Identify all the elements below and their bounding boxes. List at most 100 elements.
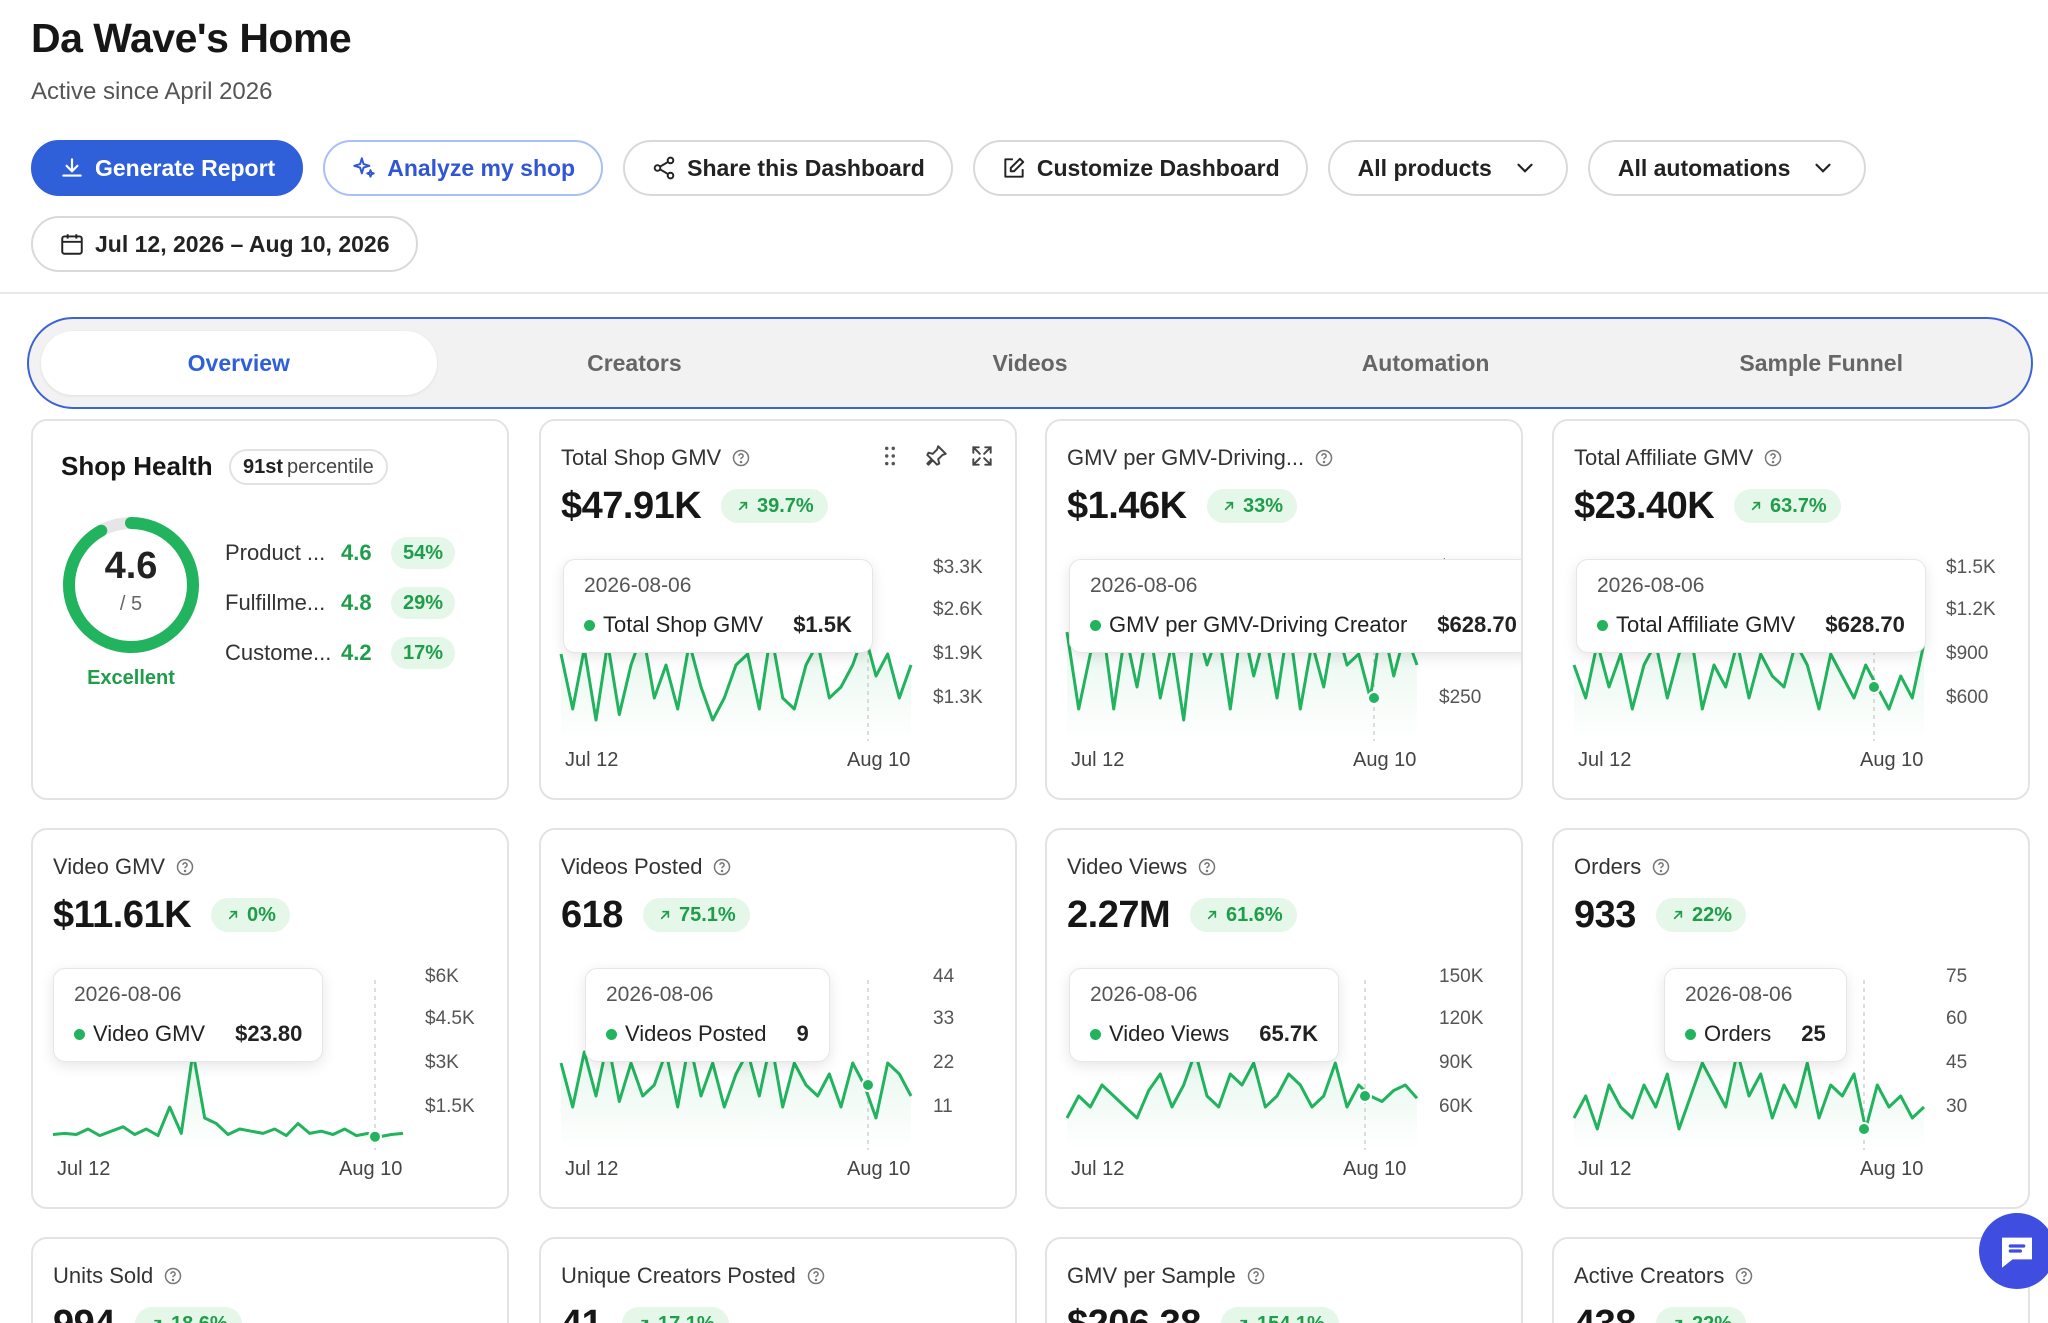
trend-up-icon: [1673, 910, 1683, 920]
y-axis-tick: 22: [933, 1052, 955, 1073]
help-icon[interactable]: [731, 448, 751, 468]
tab-videos[interactable]: Videos: [992, 349, 1068, 376]
y-axis-tick: 44: [933, 966, 955, 987]
card-value: 438: [1574, 1303, 1636, 1323]
hover-point: [1867, 680, 1881, 694]
tooltip-row: Total Shop GMV $1.5K: [584, 612, 852, 638]
trend-chart[interactable]: [1554, 421, 2014, 800]
share-dashboard-button[interactable]: Share this Dashboard: [623, 140, 953, 196]
help-icon[interactable]: [1197, 857, 1217, 877]
trend-chart[interactable]: [541, 830, 1001, 1209]
change-value: 63.7%: [1770, 494, 1827, 517]
tooltip-label: Orders: [1704, 1021, 1772, 1046]
trend-up-icon: [228, 910, 238, 920]
card-header: Video GMV: [53, 854, 195, 880]
change-badge: 22%: [1656, 898, 1747, 932]
generate-report-button[interactable]: Generate Report: [31, 140, 304, 196]
chart-area: [561, 632, 911, 741]
change-value: 17.1%: [658, 1313, 715, 1323]
help-icon[interactable]: [1314, 448, 1334, 468]
products-filter-dropdown[interactable]: All products: [1327, 140, 1568, 196]
trend-chart[interactable]: [1047, 830, 1507, 1209]
card-header: Total Shop GMV: [561, 445, 751, 471]
automations-filter-dropdown[interactable]: All automations: [1587, 140, 1867, 196]
change-badge: 154.1%: [1221, 1307, 1339, 1323]
y-axis-tick: 11: [933, 1096, 953, 1117]
metric-card[interactable]: Unique Creators Posted 41 17.1%: [539, 1237, 1017, 1323]
metric-card[interactable]: GMV per GMV-Driving... $1.46K33%$1K$250J…: [1045, 419, 1523, 800]
card-header: Orders: [1574, 854, 1671, 880]
health-metric-row[interactable]: Fulfillme... 4.8 29%: [225, 587, 456, 619]
sparkle-icon: [353, 157, 375, 178]
shop-health-card: Shop Health 91st percentile 4.6 / 5 Exce…: [31, 419, 509, 800]
change-value: 39.7%: [757, 494, 814, 517]
y-axis-tick: $600: [1946, 687, 1989, 708]
trend-up-icon: [1675, 1319, 1683, 1323]
chart-area: [1067, 621, 1417, 741]
metric-card[interactable]: Total Affiliate GMV $23.40K 63.7% $1.5K $1.…: [1552, 419, 2030, 800]
help-icon[interactable]: [175, 857, 195, 877]
y-axis-tick: $1.5K: [1946, 557, 1996, 578]
metric-card[interactable]: GMV per Sample $206.38 154.1%: [1045, 1237, 1523, 1323]
help-icon[interactable]: [1734, 1266, 1754, 1286]
tooltip-row: Total Affiliate GMV $628.70: [1597, 612, 1905, 638]
hover-point: [368, 1129, 382, 1144]
help-icon[interactable]: [163, 1266, 183, 1286]
change-value: 75.1%: [679, 903, 736, 926]
metric-card[interactable]: Total Shop GMV $47.91K 39.7% $3.3K $2.6K $1.…: [539, 419, 1017, 800]
health-metric-row[interactable]: Product ... 4.6 54%: [225, 537, 456, 569]
pin-icon[interactable]: [923, 443, 949, 469]
chevron-down-icon: [1517, 163, 1533, 173]
chart-area: [1067, 1052, 1417, 1150]
analyze-shop-button[interactable]: Analyze my shop: [323, 140, 604, 196]
page-header: Da Wave's Home Active since April 2026: [31, 14, 352, 106]
change-value: 61.6%: [1226, 903, 1283, 926]
y-axis-tick: 60: [1946, 1008, 1968, 1029]
tab-overview[interactable]: Overview: [41, 331, 437, 395]
x-axis-start-label: Jul 12: [1578, 1158, 1632, 1180]
customize-dashboard-button[interactable]: Customize Dashboard: [972, 140, 1308, 196]
tab-creators[interactable]: Creators: [587, 349, 682, 376]
trend-up-icon: [738, 501, 748, 511]
share-icon: [653, 156, 675, 180]
help-icon[interactable]: [1246, 1266, 1266, 1286]
metric-card[interactable]: Video Views 2.27M 61.6% 150K 120K 90K 60K Jul …: [1045, 828, 1523, 1209]
help-icon[interactable]: [806, 1266, 826, 1286]
help-icon[interactable]: [1651, 857, 1671, 877]
health-metric-row[interactable]: Custome... 4.2 17%: [225, 637, 456, 669]
x-axis-start-label: Jul 12: [565, 749, 619, 771]
chart-area: [53, 1052, 403, 1150]
metric-card[interactable]: Videos Posted 618 75.1% 44 33 22 11 Jul 12 Aug …: [539, 828, 1017, 1209]
drag-handle-icon[interactable]: [877, 443, 903, 469]
metric-percentage: 54%: [391, 537, 456, 569]
header-divider: [0, 292, 2048, 294]
chat-support-button[interactable]: [1979, 1213, 2048, 1289]
y-axis-tick: 60K: [1439, 1096, 1473, 1117]
expand-icon[interactable]: [969, 443, 995, 469]
change-badge: 33%: [1207, 489, 1298, 523]
trend-chart[interactable]: [1554, 830, 2014, 1209]
change-badge: 39.7%: [721, 489, 828, 523]
date-range-picker[interactable]: Jul 12, 2026 – Aug 10, 2026: [31, 216, 418, 272]
change-value: 18.6%: [171, 1313, 228, 1323]
tab-sample-funnel[interactable]: Sample Funnel: [1739, 349, 1903, 376]
chart-tooltip: 2026-08-06 Total Affiliate GMV $628.70: [1576, 559, 1926, 653]
tab-bar: Overview Creators Videos Automation Samp…: [27, 317, 2033, 409]
help-icon[interactable]: [1763, 448, 1783, 468]
metric-card[interactable]: Units Sold 994 18.6%: [31, 1237, 509, 1323]
tooltip-value: $628.70: [1825, 612, 1905, 637]
chart-area: [1574, 632, 1924, 741]
tab-automation[interactable]: Automation: [1361, 349, 1490, 376]
card-title: Orders: [1574, 854, 1642, 879]
card-header: Active Creators: [1574, 1263, 1754, 1289]
trend-chart[interactable]: [33, 830, 493, 1209]
metric-card[interactable]: Video GMV $11.61K 0% $6K $4.5K $3K $1.5K Jul 1…: [31, 828, 509, 1209]
metric-card[interactable]: Active Creators 438 22%: [1552, 1237, 2030, 1323]
x-axis-start-label: Jul 12: [57, 1158, 111, 1180]
help-icon[interactable]: [712, 857, 732, 877]
x-axis-end-label: Aug 10: [1860, 1158, 1924, 1180]
metric-card[interactable]: Orders 933 22% 75 60 45 30 Jul 12 Aug 10 2026-08…: [1552, 828, 2030, 1209]
tooltip-date: 2026-08-06: [1685, 983, 1793, 1006]
trend-up-icon: [154, 1319, 162, 1323]
chat-icon: [2002, 1237, 2032, 1268]
